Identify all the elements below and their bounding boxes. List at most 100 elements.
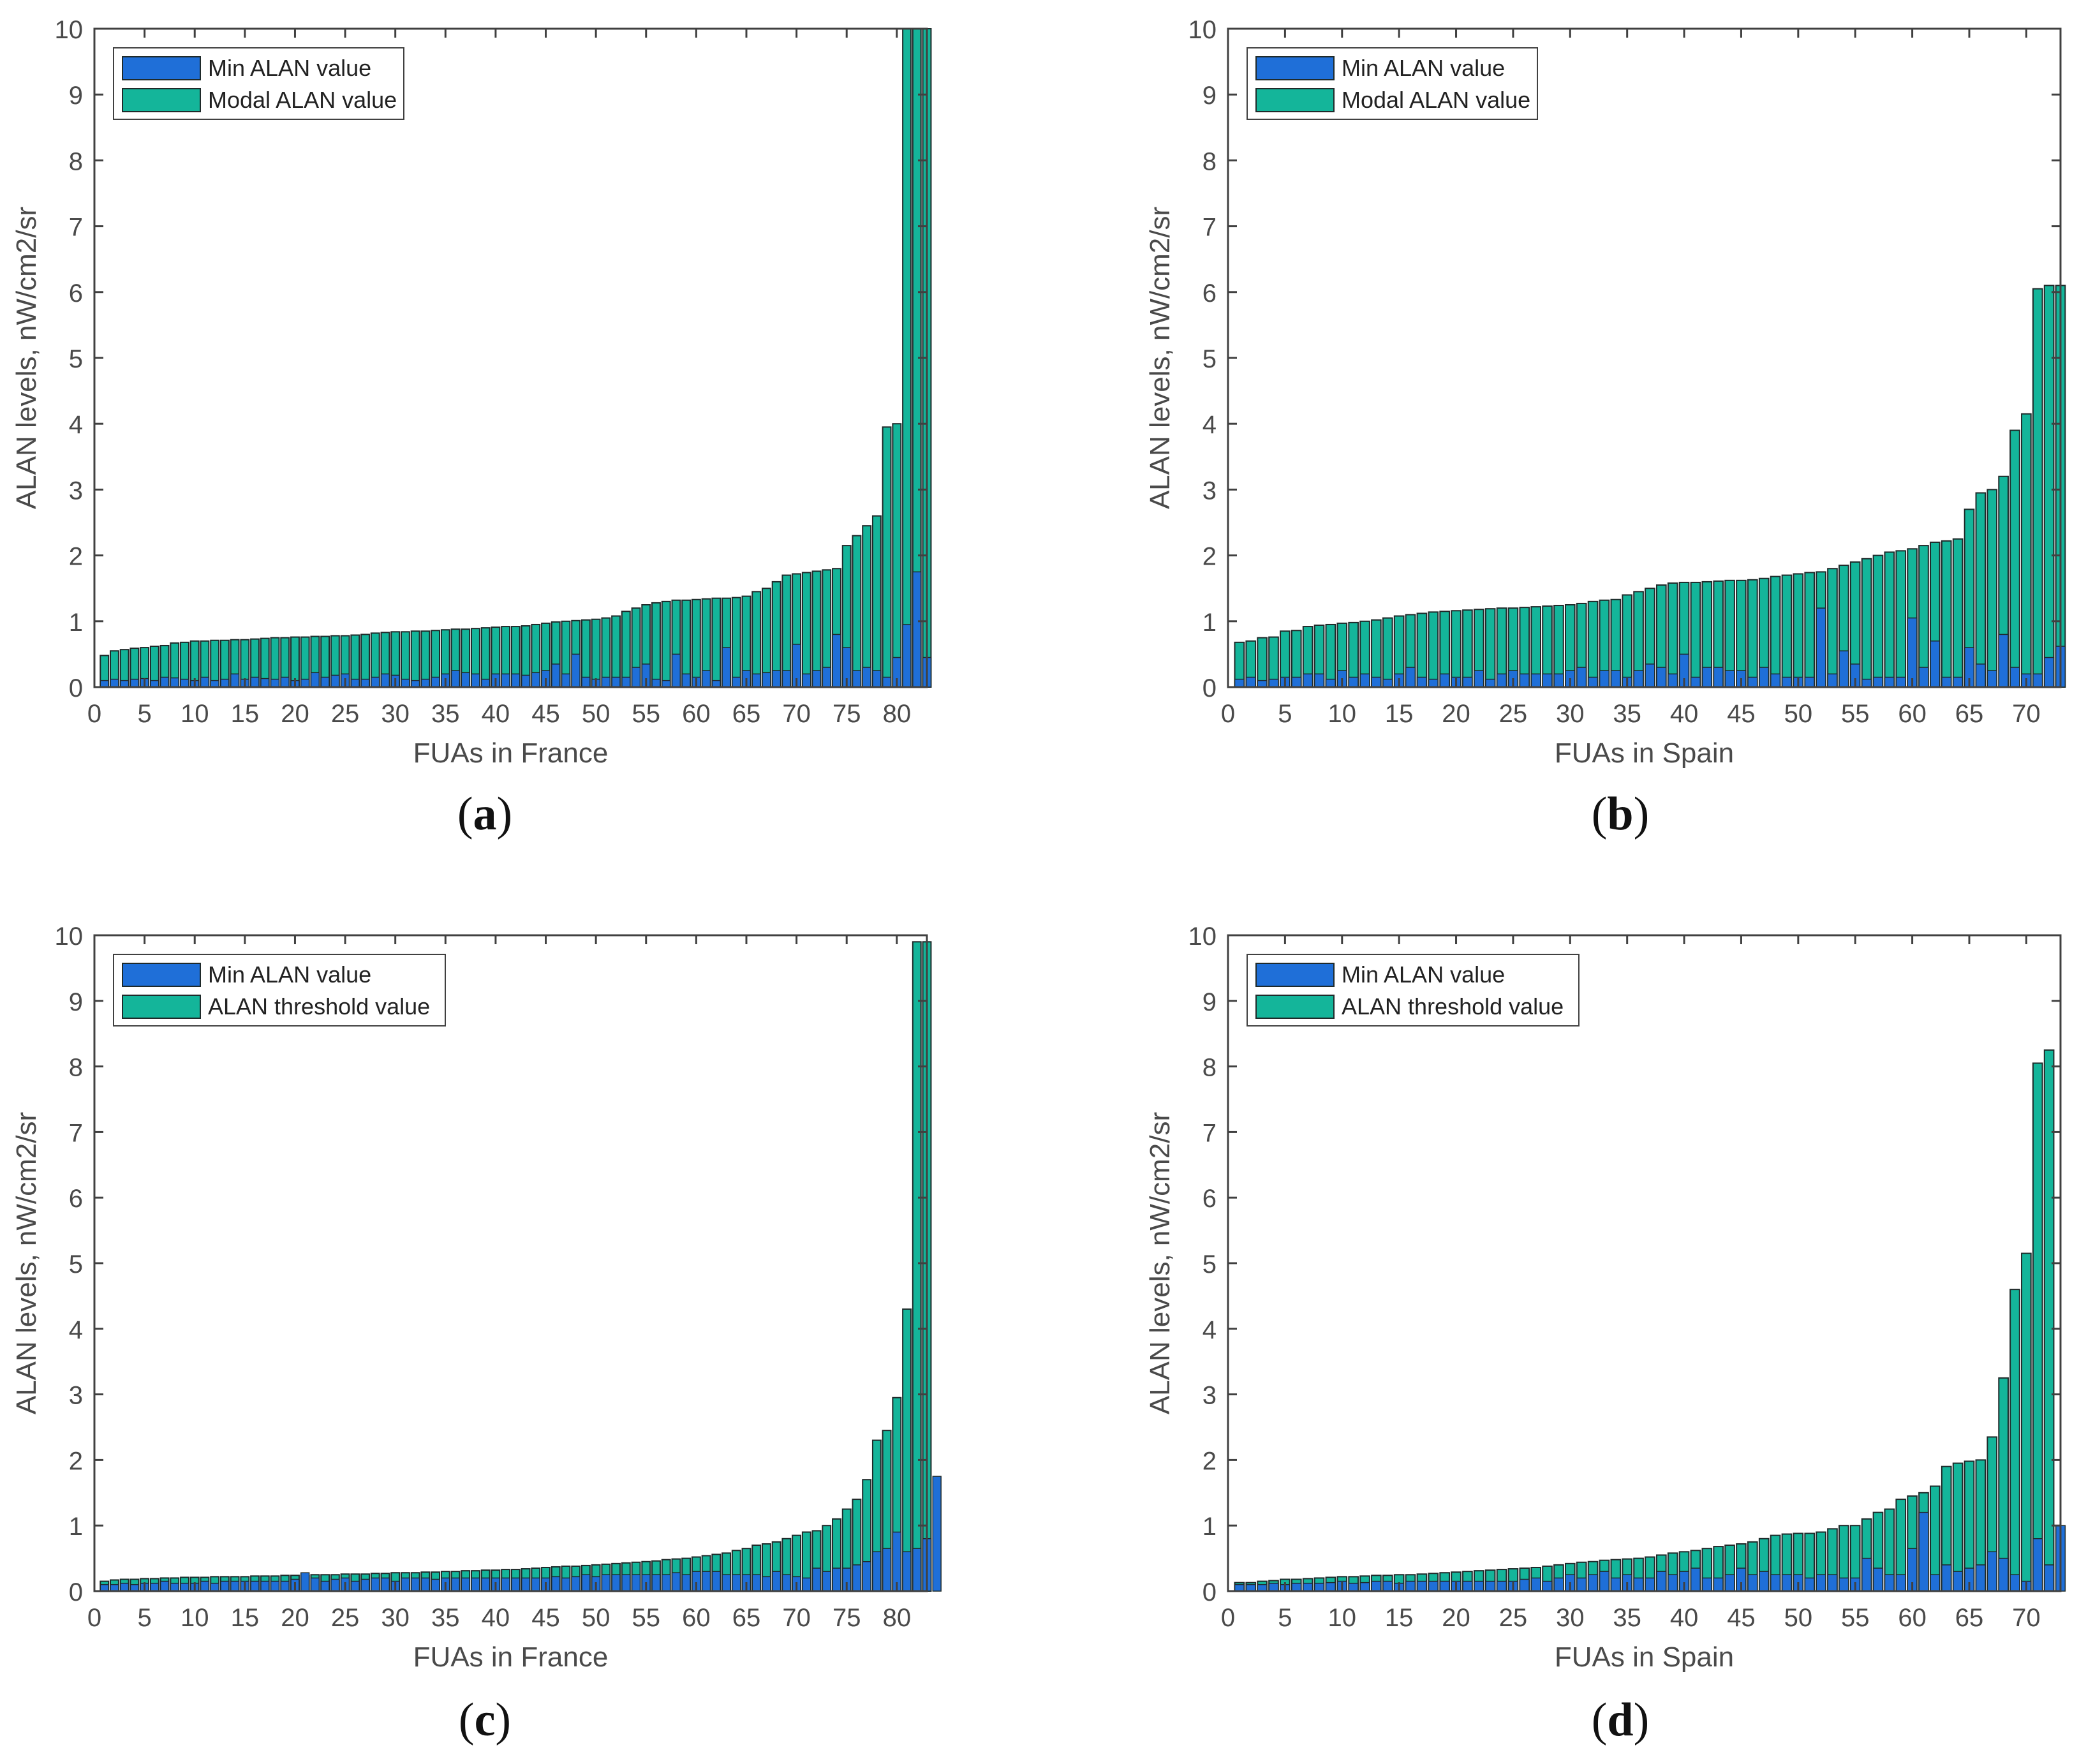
y-tick-label: 4 [1202, 411, 1217, 439]
bar-min [511, 1577, 521, 1592]
bar-min [280, 1580, 290, 1592]
bar-min [401, 1577, 410, 1592]
bar-min [200, 1580, 210, 1592]
bar-min [811, 670, 822, 688]
bar-min [1416, 676, 1427, 688]
bar-min [1371, 1580, 1382, 1592]
bar-min [1770, 673, 1781, 688]
bar-top [1793, 573, 1804, 688]
y-tick-label: 6 [1202, 279, 1217, 308]
bar-min [1861, 678, 1872, 688]
legend-swatch [122, 56, 201, 80]
bar-min [531, 672, 541, 688]
bar-min [1690, 676, 1701, 688]
bar-min [260, 1580, 270, 1592]
x-tick-label: 5 [137, 700, 151, 728]
bar-top [691, 598, 701, 688]
bar-min [230, 673, 240, 688]
bar-min [1348, 1582, 1359, 1592]
y-tick-label: 4 [69, 1316, 83, 1344]
x-tick-label: 5 [1278, 700, 1292, 728]
bar-min [1371, 676, 1382, 688]
bar-min [721, 1574, 731, 1592]
bar-min [310, 1577, 320, 1592]
x-axis-label: FUAs in France [413, 1642, 609, 1673]
x-tick-label: 10 [181, 1604, 209, 1632]
bar-top [2009, 429, 2020, 688]
bar-min [480, 1577, 491, 1592]
y-tick-label: 2 [69, 1447, 83, 1475]
bar-min [320, 676, 330, 688]
y-tick-label: 9 [1202, 988, 1217, 1016]
legend-label: Min ALAN value [1342, 961, 1505, 988]
bar-min [1872, 676, 1884, 688]
bar-min [1405, 667, 1416, 688]
x-tick-label: 45 [531, 1604, 560, 1632]
legend-label: Min ALAN value [208, 55, 371, 81]
bar-min [1428, 678, 1439, 688]
bar-min [1382, 678, 1393, 688]
x-tick-label: 80 [883, 1604, 912, 1632]
bar-min [1645, 1577, 1655, 1592]
bar-top [751, 591, 762, 688]
x-tick-label: 40 [1670, 700, 1699, 728]
bar-top [1975, 492, 1987, 688]
bar-min [811, 1568, 822, 1592]
bar-top [2032, 1062, 2043, 1592]
legend-swatch [1255, 963, 1335, 987]
y-tick-label: 7 [1202, 1119, 1217, 1147]
bar-min [1234, 678, 1245, 688]
bar-min [711, 679, 721, 688]
bar-min [802, 673, 811, 688]
bar-min [350, 1580, 360, 1592]
bar-min [1359, 1582, 1370, 1592]
bar-top [591, 618, 601, 688]
bar-min [420, 1577, 431, 1592]
bar-min [180, 678, 189, 688]
x-tick-label: 10 [181, 700, 209, 728]
bar-min [380, 1577, 390, 1592]
y-tick-label: 4 [1202, 1316, 1217, 1344]
x-tick-label: 30 [381, 1604, 410, 1632]
bar-top [1952, 538, 1964, 688]
bar-min [781, 670, 792, 688]
bar-min [872, 670, 882, 688]
y-tick-label: 2 [69, 543, 83, 571]
bar-min [1895, 676, 1906, 688]
x-tick-label: 45 [531, 700, 560, 728]
bar-top [871, 515, 882, 688]
bar-min [882, 1548, 892, 1592]
bar-min [1804, 1577, 1815, 1592]
bar-top [731, 597, 741, 688]
bar-min [561, 673, 571, 688]
bar-top [801, 572, 811, 688]
y-tick-label: 0 [69, 674, 83, 702]
bar-top [902, 28, 912, 688]
x-axis-label: FUAs in Spain [1555, 1642, 1734, 1673]
bar-min [822, 1571, 831, 1592]
bar-min [1553, 1577, 1564, 1592]
x-tick-label: 65 [1955, 1604, 1984, 1632]
bar-min [561, 1577, 571, 1592]
y-tick-label: 8 [69, 1054, 83, 1082]
bar-min [681, 673, 691, 688]
bar-min [119, 679, 129, 688]
bar-min [1918, 1511, 1929, 1592]
bar-min [330, 1578, 340, 1592]
bar-min [601, 676, 611, 688]
bar-min [1930, 1574, 1941, 1592]
x-tick-label: 40 [482, 700, 510, 728]
y-tick-label: 5 [1202, 345, 1217, 373]
x-tick-label: 40 [482, 1604, 510, 1632]
bar-min [1405, 1580, 1416, 1592]
bar-min [1359, 673, 1370, 688]
bar-min [701, 670, 711, 688]
bar-min [671, 653, 681, 688]
bar-min [1827, 1574, 1838, 1592]
bar-min [1724, 670, 1735, 688]
bar-min [1485, 678, 1496, 688]
bar-min [380, 673, 390, 688]
bar-min [420, 678, 431, 688]
